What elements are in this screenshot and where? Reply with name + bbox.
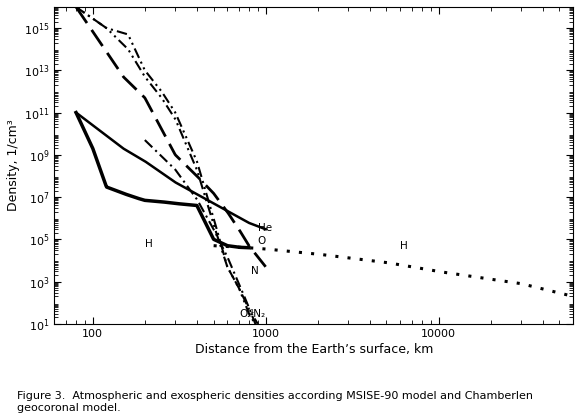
Text: N: N (251, 266, 259, 276)
Text: Figure 3.  Atmospheric and exospheric densities according MSISE-90 model and Cha: Figure 3. Atmospheric and exospheric den… (17, 391, 534, 413)
Text: ¹N₂: ¹N₂ (249, 309, 265, 319)
Text: O₂: O₂ (239, 309, 251, 319)
Text: Density, 1/cm$^3$: Density, 1/cm$^3$ (0, 416, 1, 417)
Y-axis label: Density, 1/cm³: Density, 1/cm³ (7, 120, 20, 211)
Text: H: H (145, 239, 153, 249)
Text: He: He (258, 223, 272, 233)
Text: O: O (258, 236, 266, 246)
X-axis label: Distance from the Earthʼs surface, km: Distance from the Earthʼs surface, km (194, 343, 433, 356)
Text: H: H (400, 241, 408, 251)
